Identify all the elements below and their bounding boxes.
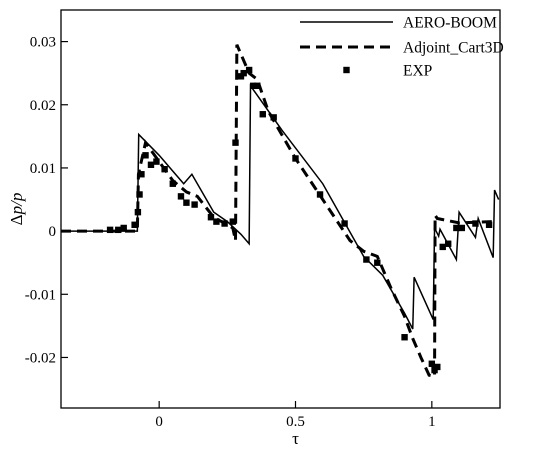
exp-data-point — [131, 221, 138, 228]
exp-data-point — [177, 193, 185, 200]
exp-data-point — [453, 224, 460, 232]
legend-label: AERO-BOOM — [403, 15, 497, 32]
exp-data-point — [374, 259, 381, 266]
exp-data-point — [316, 191, 324, 198]
exp-data-point — [136, 191, 143, 198]
exp-data-point — [115, 226, 122, 234]
y-tick-label: 0 — [49, 224, 57, 240]
exp-data-point — [232, 139, 239, 146]
exp-data-point — [106, 226, 114, 234]
exp-data-point — [250, 82, 257, 90]
exp-data-point — [259, 111, 266, 118]
x-tick-label: 0.5 — [286, 414, 305, 430]
legend-label: Adjoint_Cart3D — [403, 40, 504, 57]
exp-data-point — [120, 224, 127, 232]
exp-data-point — [485, 221, 493, 228]
exp-data-point — [207, 214, 215, 221]
y-tick-label: 0.01 — [30, 161, 56, 177]
exp-data-point — [161, 166, 168, 173]
y-tick-label: -0.01 — [25, 287, 56, 303]
series-group — [61, 44, 500, 379]
x-tick-label: 0 — [155, 414, 163, 430]
exp-data-point — [472, 220, 479, 227]
exp-data-point — [147, 161, 155, 168]
exp-data-point — [428, 360, 436, 367]
exp-data-point — [292, 155, 299, 162]
exp-data-point — [254, 82, 261, 90]
y-tick-label: -0.02 — [25, 350, 56, 366]
exp-data-point — [229, 218, 236, 225]
exp-data-point — [341, 220, 348, 227]
x-axis-title: τ — [292, 429, 299, 448]
x-tick-label: 1 — [428, 414, 436, 430]
exp-data-point — [434, 363, 441, 371]
exp-data-point — [138, 171, 145, 178]
exp-data-point — [240, 69, 247, 77]
y-tick-label: 0.03 — [30, 35, 56, 51]
exp-data-point — [142, 152, 149, 159]
exp-data-point — [221, 220, 228, 227]
exp-data-point — [183, 199, 190, 206]
y-axis-title: Δp/p — [7, 193, 26, 226]
exp-data-point — [270, 114, 277, 121]
exp-data-point — [363, 256, 370, 263]
exp-data-point — [444, 240, 452, 247]
exp-data-point — [245, 66, 253, 74]
plot-frame — [60, 9, 501, 409]
exp-data-point — [213, 218, 220, 225]
exp-data-point — [458, 224, 466, 232]
exp-data-point — [134, 208, 142, 216]
adjoint-cart3d-line — [61, 44, 492, 379]
legend-marker-exp — [343, 66, 350, 74]
y-tick-label: 0.02 — [30, 98, 56, 114]
exp-data-point — [439, 243, 446, 251]
legend-label: EXP — [403, 63, 432, 80]
y-axis-title-variable: p/p — [7, 193, 26, 216]
exp-data-point — [153, 158, 160, 165]
y-axis-title-delta: Δ — [7, 214, 26, 225]
aero-boom-line — [61, 83, 500, 330]
exp-data-point — [401, 334, 408, 341]
exp-data-point — [191, 201, 198, 208]
exp-data-point — [169, 180, 176, 187]
